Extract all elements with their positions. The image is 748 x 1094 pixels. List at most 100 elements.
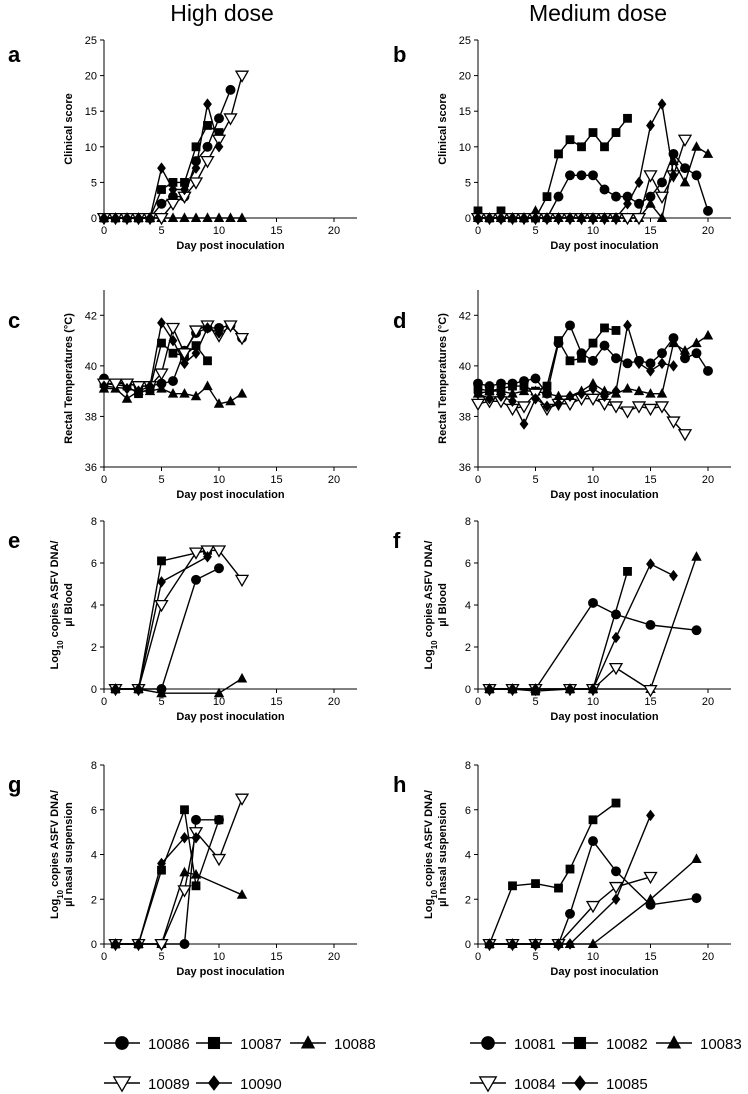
chart-panel-f: f 0 5 10 15 20 0 2 4 6 8 Day post inoculation Log10 … xyxy=(393,516,731,723)
legend-item-10086: 10086 xyxy=(104,1036,190,1053)
data-point-10084 xyxy=(585,393,601,407)
data-point-10088 xyxy=(236,672,248,683)
data-point-10085 xyxy=(646,365,655,377)
y-tick-label: 36 xyxy=(459,462,471,474)
data-point-10081 xyxy=(622,358,633,369)
x-tick-label: 15 xyxy=(644,225,656,237)
data-point-10085 xyxy=(669,360,678,372)
series-line-10082 xyxy=(477,117,629,219)
data-point-10087 xyxy=(191,341,201,351)
legend-marker xyxy=(573,1075,587,1091)
data-point-10090 xyxy=(191,831,201,844)
x-tick-label: 10 xyxy=(587,474,599,486)
y-tick-label: 8 xyxy=(91,760,97,772)
data-point-10083 xyxy=(587,377,599,388)
data-point-10089 xyxy=(234,70,250,83)
legend-marker xyxy=(481,1036,495,1050)
data-point-10085 xyxy=(496,390,506,402)
data-point-10090 xyxy=(99,380,109,392)
y-axis-title-rest: copies ASFV DNA/ xyxy=(423,541,435,641)
data-point-10088 xyxy=(213,398,225,408)
chart-panel-c: c 0 5 10 15 20 36 38 40 42 Day post inoculation Rec… xyxy=(8,290,357,501)
data-point-10089 xyxy=(211,545,227,558)
data-point-10085 xyxy=(623,198,632,210)
data-point-10082 xyxy=(600,323,609,333)
x-tick-label: 20 xyxy=(328,474,340,486)
x-tick-label: 15 xyxy=(270,474,282,486)
y-tick-label: 4 xyxy=(465,850,471,862)
x-tick-label: 20 xyxy=(702,225,714,237)
x-tick-label: 10 xyxy=(213,696,225,708)
data-point-10086 xyxy=(214,563,224,574)
x-tick-label: 20 xyxy=(328,951,340,963)
data-point-10085 xyxy=(485,938,494,950)
y-tick-label: 6 xyxy=(465,558,471,570)
legend-item-10085: 10085 xyxy=(562,1075,648,1093)
data-point-10082 xyxy=(611,128,621,137)
y-axis-title: Clinical score xyxy=(63,93,75,165)
y-tick-label: 20 xyxy=(459,71,471,83)
x-axis-title: Day post inoculation xyxy=(550,711,658,723)
chart-panel-d: d 0 5 10 15 20 36 38 40 42 Day post inoculation Rec… xyxy=(393,290,731,501)
chart-panel-e: e 0 5 10 15 20 0 2 4 6 8 Day post inoculation Log10 … xyxy=(8,516,357,723)
data-point-10086 xyxy=(156,198,167,209)
legend-marker xyxy=(666,1035,682,1049)
panel-letter: g xyxy=(8,772,21,797)
y-tick-label: 0 xyxy=(91,684,97,696)
legend: 10086 10087 10088 10089 10090 10081 10082 10083… xyxy=(104,1035,742,1093)
data-point-10088 xyxy=(225,212,236,222)
data-point-10081 xyxy=(691,893,702,904)
data-point-10081 xyxy=(553,191,564,202)
x-tick-label: 20 xyxy=(702,474,714,486)
data-point-10087 xyxy=(157,185,166,194)
legend-label: 10089 xyxy=(148,1076,190,1093)
data-point-10084 xyxy=(643,170,658,183)
series-line-10089 xyxy=(115,549,243,690)
data-point-10088 xyxy=(202,380,213,391)
data-point-10083 xyxy=(507,388,518,398)
column-title-high-dose: High dose xyxy=(170,0,274,26)
panel-letter: b xyxy=(393,42,406,67)
legend-marker xyxy=(112,1076,132,1093)
legend-marker xyxy=(478,1076,498,1093)
data-point-10082 xyxy=(623,567,632,576)
data-point-10083 xyxy=(599,385,610,396)
data-point-10081 xyxy=(680,353,690,364)
data-point-10085 xyxy=(646,119,655,132)
data-point-10089 xyxy=(200,155,215,169)
chart-panel-g: g 0 5 10 15 20 0 2 4 6 8 Day post inoculation Log10 … xyxy=(8,760,357,978)
data-point-10090 xyxy=(157,317,166,329)
data-point-10090 xyxy=(203,98,212,110)
data-point-10081 xyxy=(703,205,713,216)
legend-item-10083: 10083 xyxy=(656,1035,742,1053)
x-tick-label: 0 xyxy=(101,696,107,708)
data-point-10081 xyxy=(691,348,702,359)
legend-item-10081: 10081 xyxy=(470,1036,556,1053)
data-point-10085 xyxy=(519,212,529,224)
x-tick-label: 10 xyxy=(587,225,599,237)
y-tick-label: 25 xyxy=(459,35,471,47)
data-point-10084 xyxy=(643,403,658,417)
data-point-10081 xyxy=(576,170,587,181)
data-point-10086 xyxy=(191,814,201,825)
series-line-10086 xyxy=(115,567,220,690)
y-tick-label: 15 xyxy=(85,106,97,118)
data-point-10081 xyxy=(691,170,702,181)
x-tick-label: 0 xyxy=(475,696,481,708)
data-point-10083 xyxy=(691,337,702,348)
data-point-10090 xyxy=(168,183,178,196)
x-tick-label: 5 xyxy=(532,696,538,708)
data-point-10083 xyxy=(691,551,702,561)
legend-marker xyxy=(115,1036,129,1050)
y-tick-label: 6 xyxy=(91,805,97,817)
x-tick-label: 5 xyxy=(158,474,164,486)
data-point-10083 xyxy=(484,385,495,396)
data-point-10089 xyxy=(177,348,192,361)
y-axis-title-rest: copies ASFV DNA/ xyxy=(49,790,61,890)
data-point-10083 xyxy=(656,388,668,398)
series-line-10083 xyxy=(489,556,698,690)
data-point-10082 xyxy=(577,353,586,363)
data-point-10081 xyxy=(657,177,667,188)
y-axis-title-line: µl nasal suspension xyxy=(437,802,449,907)
